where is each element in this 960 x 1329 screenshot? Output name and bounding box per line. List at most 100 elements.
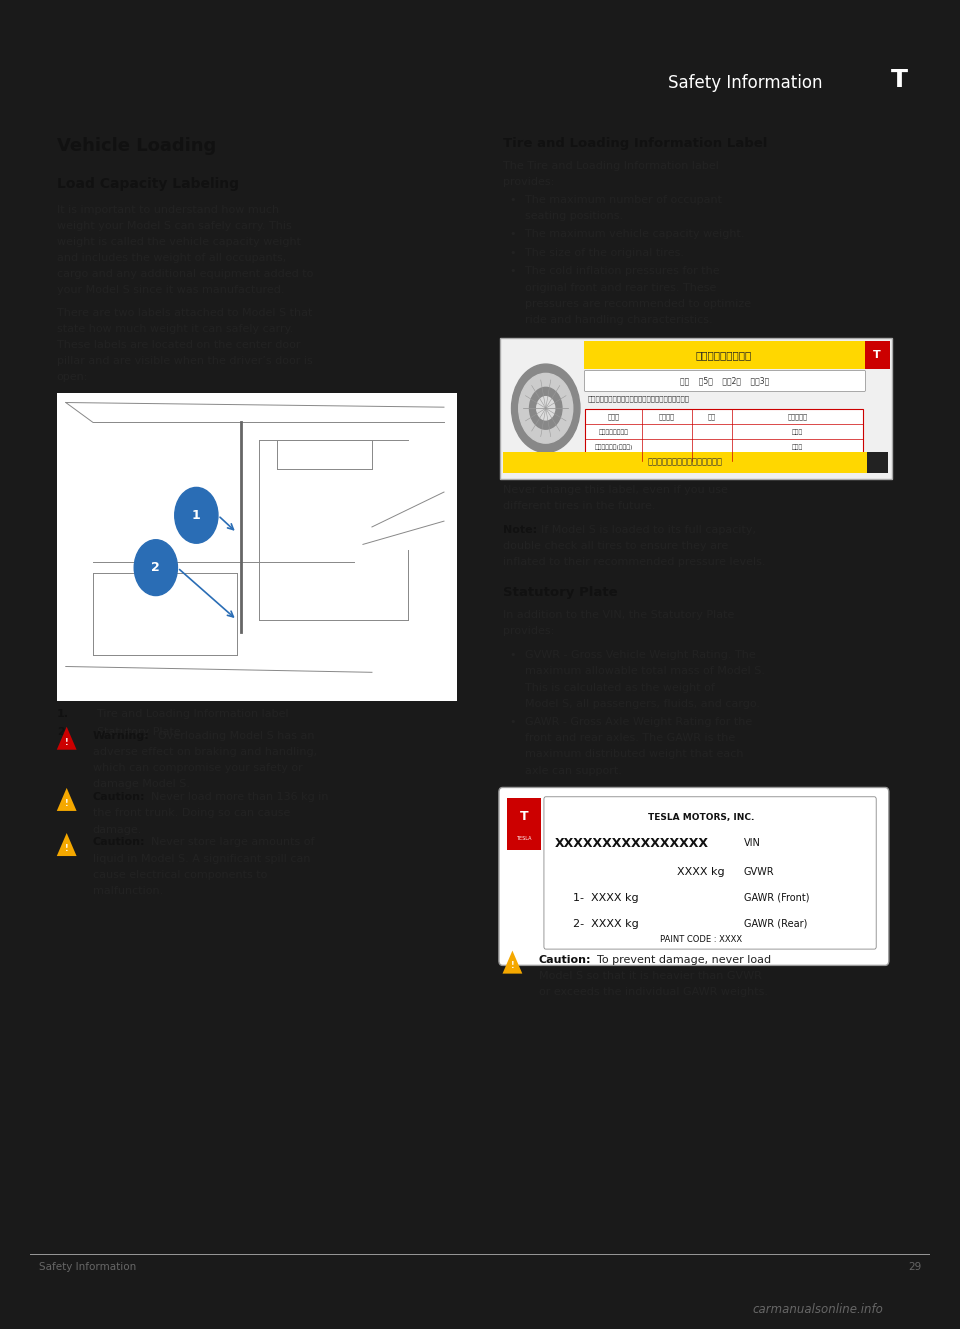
Text: 標準タイヤサイズ: 標準タイヤサイズ [599, 429, 629, 435]
Text: adverse effect on braking and handling,: adverse effect on braking and handling, [93, 747, 317, 758]
Text: It is important to understand how much: It is important to understand how much [57, 205, 279, 215]
Text: !: ! [511, 961, 515, 970]
Circle shape [537, 396, 555, 420]
Text: and includes the weight of all occupants,: and includes the weight of all occupants… [57, 253, 286, 263]
Polygon shape [57, 833, 77, 856]
Text: T: T [519, 809, 528, 823]
Text: GAWR (Front): GAWR (Front) [744, 893, 809, 902]
Text: weight your Model S can safely carry. This: weight your Model S can safely carry. Th… [57, 221, 292, 231]
Polygon shape [502, 950, 522, 974]
Circle shape [512, 364, 580, 452]
Text: Never store large amounts of: Never store large amounts of [152, 837, 315, 848]
Text: タイヤと荷重載情報: タイヤと荷重載情報 [696, 351, 752, 360]
FancyBboxPatch shape [586, 409, 863, 461]
Text: Caution:: Caution: [93, 792, 145, 803]
Text: 適用外: 適用外 [792, 429, 804, 435]
Polygon shape [57, 727, 77, 750]
FancyBboxPatch shape [57, 393, 458, 702]
Text: 2-  XXXX kg: 2- XXXX kg [573, 918, 638, 929]
Text: different tires in the future.: different tires in the future. [502, 501, 655, 510]
Text: Warning:: Warning: [93, 731, 150, 742]
FancyBboxPatch shape [867, 452, 888, 473]
Text: 乗客と積載物の合計重量は絶対に下記を超えないこと: 乗客と積載物の合計重量は絶対に下記を超えないこと [588, 395, 690, 401]
FancyBboxPatch shape [865, 342, 890, 369]
Text: The maximum vehicle capacity weight.: The maximum vehicle capacity weight. [525, 230, 745, 239]
Text: your Model S since it was manufactured.: your Model S since it was manufactured. [57, 286, 284, 295]
Text: Note:: Note: [502, 525, 537, 536]
Text: Statutory Plate: Statutory Plate [97, 727, 181, 738]
Text: In addition to the VIN, the Statutory Plate: In addition to the VIN, the Statutory Pl… [502, 610, 733, 621]
Text: pressures are recommended to optimize: pressures are recommended to optimize [525, 299, 751, 308]
Text: T: T [891, 68, 907, 92]
Text: original front and rear tires. These: original front and rear tires. These [525, 283, 716, 292]
Text: the front trunk. Doing so can cause: the front trunk. Doing so can cause [93, 808, 290, 819]
Text: GVWR - Gross Vehicle Weight Rating. The: GVWR - Gross Vehicle Weight Rating. The [525, 650, 756, 661]
Text: axle can support.: axle can support. [525, 766, 622, 776]
Text: inflated to their recommended pressure levels.: inflated to their recommended pressure l… [502, 557, 765, 567]
Text: 詳細はオーナーマニュアルを参照: 詳細はオーナーマニュアルを参照 [647, 459, 722, 466]
Text: weight is called the vehicle capacity weight: weight is called the vehicle capacity we… [57, 237, 300, 247]
Text: TESLA MOTORS, INC.: TESLA MOTORS, INC. [648, 813, 755, 823]
Text: 定員    計5名    座席2名    後席3名: 定員 計5名 座席2名 後席3名 [681, 376, 770, 385]
Text: •: • [510, 230, 516, 239]
Text: The Tire and Loading Information label: The Tire and Loading Information label [502, 161, 718, 171]
FancyBboxPatch shape [585, 371, 865, 392]
Text: Load Capacity Labeling: Load Capacity Labeling [57, 177, 239, 191]
Text: •: • [510, 249, 516, 258]
Text: malfunction.: malfunction. [93, 885, 163, 896]
Text: !: ! [65, 738, 68, 747]
Text: タイヤ: タイヤ [608, 413, 620, 420]
FancyBboxPatch shape [500, 338, 893, 478]
Text: state how much weight it can safely carry.: state how much weight it can safely carr… [57, 324, 293, 334]
Text: GAWR (Rear): GAWR (Rear) [744, 918, 807, 929]
Text: フロント: フロント [659, 413, 675, 420]
Text: Safety Information: Safety Information [668, 74, 822, 92]
Text: Tire and Loading Information label: Tire and Loading Information label [97, 710, 289, 719]
Text: 29: 29 [908, 1263, 922, 1272]
Text: タイヤ空気圧(冷間時): タイヤ空気圧(冷間時) [594, 444, 633, 451]
Text: 2.: 2. [57, 727, 69, 738]
FancyBboxPatch shape [507, 797, 541, 851]
Text: provides:: provides: [502, 177, 554, 187]
Text: The size of the original tires.: The size of the original tires. [525, 249, 684, 258]
Text: リア: リア [708, 413, 716, 420]
Text: !: ! [65, 799, 68, 808]
Text: cause electrical components to: cause electrical components to [93, 869, 267, 880]
Text: maximum allowable total mass of Model S.: maximum allowable total mass of Model S. [525, 666, 765, 676]
Circle shape [530, 387, 562, 429]
Text: XXXX kg: XXXX kg [677, 868, 725, 877]
FancyBboxPatch shape [499, 788, 889, 965]
Text: cargo and any additional equipment added to: cargo and any additional equipment added… [57, 270, 313, 279]
Text: VIN: VIN [744, 839, 760, 848]
Text: The cold inflation pressures for the: The cold inflation pressures for the [525, 267, 720, 276]
Circle shape [518, 373, 573, 443]
Circle shape [134, 540, 178, 595]
Text: pillar and are visible when the driver’s door is: pillar and are visible when the driver’s… [57, 356, 313, 367]
Text: seating positions.: seating positions. [525, 211, 623, 221]
Text: Vehicle Loading: Vehicle Loading [57, 137, 216, 155]
Text: GVWR: GVWR [744, 868, 775, 877]
Text: •: • [510, 267, 516, 276]
Text: •: • [510, 718, 516, 727]
Text: Safety Information: Safety Information [38, 1263, 136, 1272]
Text: Caution:: Caution: [93, 837, 145, 848]
Text: There are two labels attached to Model S that: There are two labels attached to Model S… [57, 308, 312, 318]
Text: If Model S is loaded to its full capacity,: If Model S is loaded to its full capacit… [541, 525, 756, 536]
Text: 1: 1 [192, 509, 201, 522]
Text: Model S, all passengers, fluids, and cargo.: Model S, all passengers, fluids, and car… [525, 699, 760, 708]
Text: which can compromise your safety or: which can compromise your safety or [93, 763, 302, 773]
Text: front and rear axles. The GAWR is the: front and rear axles. The GAWR is the [525, 734, 735, 743]
Text: 1-  XXXX kg: 1- XXXX kg [573, 893, 638, 902]
Text: or exceeds the individual GAWR weights.: or exceeds the individual GAWR weights. [539, 987, 768, 997]
Text: 予備タイヤ: 予備タイヤ [787, 413, 807, 420]
Text: To prevent damage, never load: To prevent damage, never load [597, 956, 771, 965]
Text: provides:: provides: [502, 626, 554, 637]
Text: GAWR - Gross Axle Weight Rating for the: GAWR - Gross Axle Weight Rating for the [525, 718, 753, 727]
Text: •: • [510, 195, 516, 205]
Text: damage.: damage. [93, 824, 142, 835]
FancyBboxPatch shape [584, 342, 865, 369]
FancyBboxPatch shape [544, 797, 876, 949]
Polygon shape [57, 788, 77, 811]
Text: 1.: 1. [57, 710, 69, 719]
Text: maximum distributed weight that each: maximum distributed weight that each [525, 750, 744, 759]
